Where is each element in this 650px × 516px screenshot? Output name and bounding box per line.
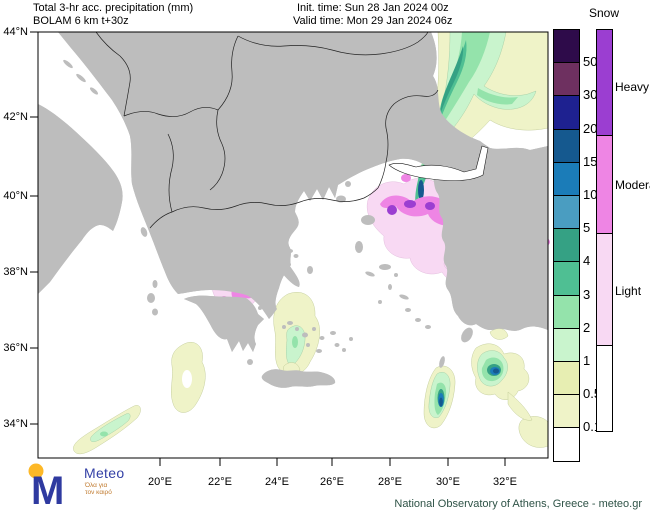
map-title: Total 3-hr acc. precipitation (mm) bbox=[33, 2, 194, 14]
snow-legend-title: Snow bbox=[588, 6, 620, 20]
precip-colorbar bbox=[553, 29, 580, 463]
lon-label-20e: 20°E bbox=[148, 476, 172, 488]
snow-label-moderate: Moderate bbox=[615, 178, 650, 192]
snow-label-heavy: Heavy bbox=[615, 80, 650, 94]
valid-time-label: Valid time: Mon 29 Jan 2024 06z bbox=[293, 15, 453, 27]
precip-tick-20: 20 bbox=[583, 121, 598, 136]
lon-label-32e: 32°E bbox=[493, 476, 517, 488]
snow-band-light bbox=[597, 234, 612, 346]
map-frame bbox=[37, 31, 549, 459]
lat-label-40n: 40°N bbox=[3, 190, 28, 202]
precip-band-15-20 bbox=[554, 129, 579, 163]
precip-band-gt50 bbox=[554, 30, 579, 64]
lon-label-30e: 30°E bbox=[436, 476, 460, 488]
lon-ticks bbox=[159, 458, 506, 466]
lon-label-24e: 24°E bbox=[265, 476, 289, 488]
precip-band-01-05 bbox=[554, 395, 579, 429]
lat-ticks bbox=[30, 31, 38, 425]
precip-band-30-50 bbox=[554, 63, 579, 97]
precip-band-3-4 bbox=[554, 262, 579, 296]
precip-band-5-10 bbox=[554, 195, 579, 230]
meteo-logo: M bbox=[28, 463, 64, 510]
lat-label-36n: 36°N bbox=[3, 342, 28, 354]
credit-line: National Observatory of Athens, Greece -… bbox=[394, 498, 642, 510]
precip-band-lt01 bbox=[554, 428, 579, 462]
precip-tick-5: 5 bbox=[583, 220, 591, 235]
precip-tick-1: 1 bbox=[583, 353, 591, 368]
logo-sun-icon bbox=[28, 463, 44, 479]
snow-band-heavy bbox=[597, 30, 612, 136]
logo-m-letter: M bbox=[31, 469, 64, 510]
precip-band-20-30 bbox=[554, 96, 579, 130]
lat-label-38n: 38°N bbox=[3, 266, 28, 278]
lat-label-44n: 44°N bbox=[3, 26, 28, 38]
precip-tick-15: 15 bbox=[583, 154, 598, 169]
precip-tick-3: 3 bbox=[583, 287, 591, 302]
precip-tick-50: 50 bbox=[583, 54, 598, 69]
lon-label-26e: 26°E bbox=[320, 476, 344, 488]
snow-label-light: Light bbox=[615, 284, 642, 298]
precip-tick-10: 10 bbox=[583, 187, 598, 202]
logo-wordmark: Meteo bbox=[84, 465, 125, 481]
snow-band-none bbox=[597, 346, 612, 431]
model-run-label: BOLAM 6 km t+30z bbox=[33, 15, 129, 27]
lat-label-34n: 34°N bbox=[3, 418, 28, 430]
logo-tagline: Όλα για τον καιρό bbox=[85, 482, 112, 496]
precip-tick-2: 2 bbox=[583, 320, 591, 335]
precip-tick-30: 30 bbox=[583, 87, 598, 102]
lat-label-42n: 42°N bbox=[3, 111, 28, 123]
map-canvas bbox=[30, 31, 550, 466]
snow-colorbar bbox=[596, 29, 613, 432]
lon-label-28e: 28°E bbox=[378, 476, 402, 488]
country-borders bbox=[95, 31, 439, 229]
precip-band-05-1 bbox=[554, 361, 579, 396]
precip-band-4-5 bbox=[554, 229, 579, 263]
precip-band-1-2 bbox=[554, 328, 579, 362]
precip-band-2-3 bbox=[554, 295, 579, 329]
precip-band-10-15 bbox=[554, 162, 579, 196]
precip-tick-4: 4 bbox=[583, 253, 591, 268]
init-time-label: Init. time: Sun 28 Jan 2024 00z bbox=[297, 2, 449, 14]
snow-band-moderate bbox=[597, 136, 612, 234]
lon-label-22e: 22°E bbox=[208, 476, 232, 488]
